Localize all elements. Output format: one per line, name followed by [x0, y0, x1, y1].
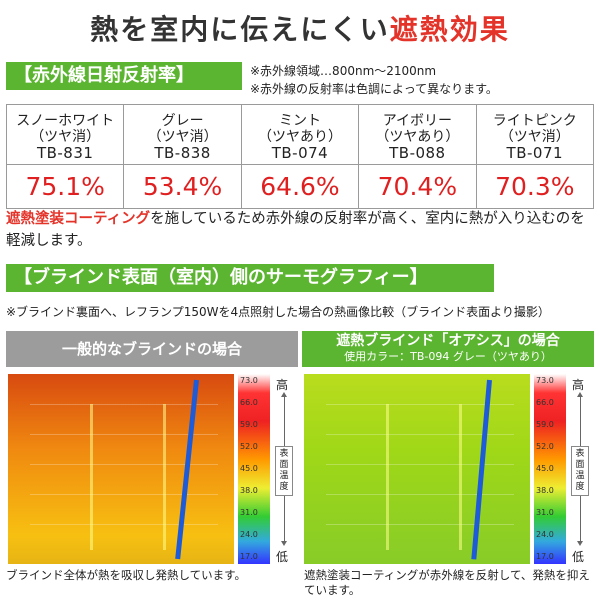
blind-slat: [326, 464, 514, 465]
product-finish: （ツヤあり）: [257, 128, 342, 145]
product-code: TB-831: [36, 143, 94, 162]
scale-tick: 59.0: [240, 420, 258, 429]
scale-high-label: 高: [276, 378, 289, 392]
product-name: グレー: [161, 112, 204, 129]
blind-wand: [175, 379, 199, 560]
blind-slat: [30, 524, 218, 525]
blind-wand: [471, 379, 492, 560]
thermography-note: ※ブラインド裏面へ、レフランプ150Wを4点照射した場合の熱画像比較（ブラインド…: [6, 305, 550, 319]
headline: 熱を室内に伝えにくい遮熱効果: [0, 8, 600, 48]
blind-slat: [326, 524, 514, 525]
description-highlight: 遮熱塗装コーティング: [6, 211, 151, 227]
panel-title-standard: 一般的なブラインドの場合: [6, 331, 298, 367]
scale-tick: 31.0: [240, 508, 258, 517]
scale-tick: 38.0: [240, 486, 258, 495]
scale-tick: 73.0: [240, 376, 258, 385]
blind-slat: [326, 404, 514, 405]
scale-title: 表面温度: [275, 446, 293, 496]
blind-slat: [30, 494, 218, 495]
product-name: スノーホワイト: [16, 112, 115, 129]
panel-subtitle-oasis: 使用カラー：TB-094 グレー（ツヤあり）: [344, 350, 552, 363]
product-finish: （ツヤ消）: [30, 128, 101, 145]
blind-cord: [90, 404, 93, 550]
scale-tick: 38.0: [536, 486, 554, 495]
blind-cord: [459, 404, 462, 550]
scale-low-label: 低: [276, 550, 289, 564]
scale-tick: 24.0: [536, 530, 554, 539]
scale-tick: 17.0: [536, 552, 554, 561]
reflectance-value-row: 75.1% 53.4% 64.6% 70.4% 70.3%: [5, 164, 595, 209]
headline-main: 熱を室内に伝えにくい: [90, 13, 390, 46]
product-finish: （ツヤあり）: [375, 128, 460, 145]
panel-title-oasis-main: 遮熱ブラインド「オアシス」の場合: [336, 333, 560, 349]
product-code: TB-074: [271, 143, 329, 162]
product-cell: グレー （ツヤ消） TB-838: [123, 104, 242, 165]
caption-oasis: 遮熱塗装コーティングが赤外線を反射して、発熱を抑えています。: [304, 568, 590, 597]
scale-tick: 59.0: [536, 420, 554, 429]
scale-tick: 31.0: [536, 508, 554, 517]
product-cell: スノーホワイト （ツヤ消） TB-831: [5, 104, 125, 165]
product-code: TB-088: [389, 143, 446, 162]
scale-tick: 52.0: [240, 442, 258, 451]
blind-cord: [386, 404, 389, 550]
thermal-image-oasis: [304, 374, 530, 564]
product-name-row: スノーホワイト （ツヤ消） TB-831 グレー （ツヤ消） TB-838 ミン…: [5, 104, 595, 165]
blind-slat: [326, 494, 514, 495]
temperature-color-bar: [534, 374, 566, 564]
reflectance-table: スノーホワイト （ツヤ消） TB-831 グレー （ツヤ消） TB-838 ミン…: [5, 104, 595, 209]
reflectance-notes: ※赤外線領域…800nm～2100nm ※赤外線の反射率は色調によって異なります…: [250, 62, 498, 98]
scale-tick: 66.0: [536, 398, 554, 407]
scale-tick: 66.0: [240, 398, 258, 407]
scale-tick: 45.0: [240, 464, 258, 473]
temperature-color-bar: [238, 374, 270, 564]
product-name: ライトピンク: [492, 112, 577, 129]
blind-slat: [326, 434, 514, 435]
scale-low-label: 低: [572, 550, 585, 564]
caption-standard: ブラインド全体が熱を吸収し発熱しています。: [6, 568, 247, 582]
reflectance-value: 70.3%: [475, 164, 595, 209]
product-name: アイボリー: [382, 112, 453, 129]
product-finish: （ツヤ消）: [499, 128, 570, 145]
section-label-reflectance: 【赤外線日射反射率】: [6, 62, 242, 90]
scale-title: 表面温度: [571, 446, 589, 496]
scale-tick: 24.0: [240, 530, 258, 539]
blind-slat: [30, 434, 218, 435]
product-cell: ミント （ツヤあり） TB-074: [240, 104, 360, 165]
headline-highlight: 遮熱効果: [389, 13, 510, 46]
product-cell: ライトピンク （ツヤ消） TB-071: [475, 104, 595, 165]
product-code: TB-071: [506, 143, 564, 162]
product-code: TB-838: [154, 143, 211, 162]
product-cell: アイボリー （ツヤあり） TB-088: [358, 104, 477, 165]
blind-slat: [30, 404, 218, 405]
blind-cord: [163, 404, 166, 550]
blind-slat: [30, 464, 218, 465]
temperature-scale-oasis: 73.0 66.0 59.0 52.0 45.0 38.0 31.0 24.0 …: [530, 374, 592, 564]
reflectance-value: 53.4%: [123, 164, 242, 209]
section-label-thermography: 【ブラインド表面（室内）側のサーモグラフィー】: [6, 264, 494, 292]
panel-title-oasis: 遮熱ブラインド「オアシス」の場合 使用カラー：TB-094 グレー（ツヤあり）: [302, 331, 594, 367]
scale-tick: 17.0: [240, 552, 258, 561]
temperature-scale-standard: 73.0 66.0 59.0 52.0 45.0 38.0 31.0 24.0 …: [234, 374, 296, 564]
note-color-variation: ※赤外線の反射率は色調によって異なります。: [250, 82, 498, 96]
note-infrared-range: ※赤外線領域…800nm～2100nm: [250, 64, 437, 78]
thermal-image-standard: [8, 374, 234, 564]
scale-tick: 52.0: [536, 442, 554, 451]
reflectance-value: 75.1%: [5, 164, 125, 209]
product-name: ミント: [278, 112, 321, 129]
product-finish: （ツヤ消）: [147, 128, 218, 145]
scale-tick: 73.0: [536, 376, 554, 385]
scale-high-label: 高: [572, 378, 585, 392]
reflectance-value: 70.4%: [358, 164, 477, 209]
description-text: を施しているため赤外線の反射率が高く、室内に熱が入り込むのを軽減します。: [6, 211, 585, 249]
reflectance-value: 64.6%: [240, 164, 360, 209]
scale-tick: 45.0: [536, 464, 554, 473]
description: 遮熱塗装コーティングを施しているため赤外線の反射率が高く、室内に熱が入り込むのを…: [6, 208, 596, 252]
